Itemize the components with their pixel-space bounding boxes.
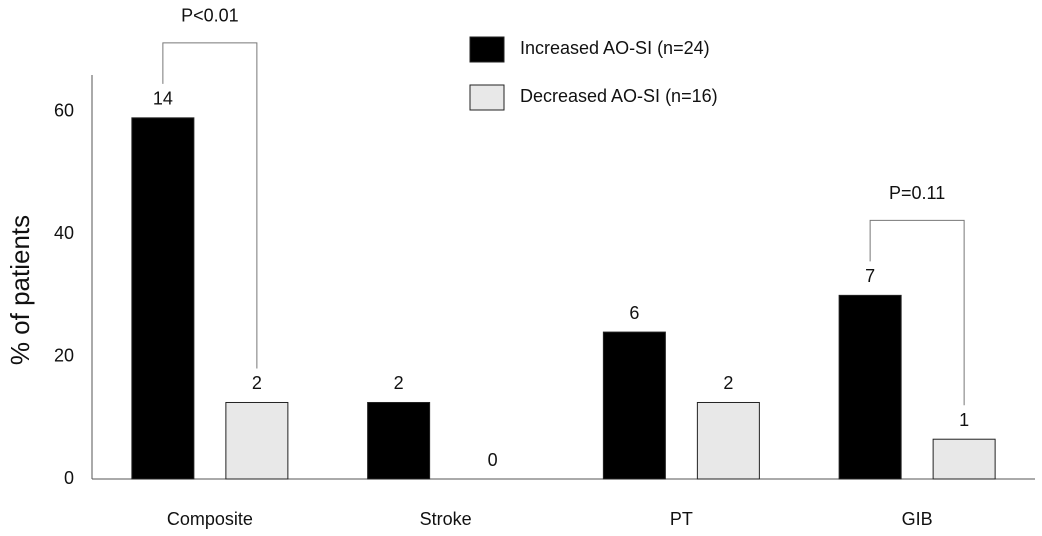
bar: [131, 117, 195, 480]
bar: [602, 331, 666, 480]
count-label: 2: [394, 373, 404, 393]
significance-bracket: [869, 219, 965, 406]
x-tick-label: PT: [670, 509, 693, 529]
bar: [838, 294, 902, 480]
legend-swatch: [469, 84, 505, 111]
count-label: 7: [865, 266, 875, 286]
x-tick-label: GIB: [902, 509, 933, 529]
count-label: 0: [488, 450, 498, 470]
legend-label: Decreased AO-SI (n=16): [520, 86, 718, 106]
legend-label: Increased AO-SI (n=24): [520, 38, 710, 58]
count-label: 14: [153, 89, 173, 109]
bar: [696, 401, 760, 480]
y-tick-label: 60: [54, 100, 74, 120]
y-tick-label: 0: [64, 468, 74, 488]
y-tick-label: 20: [54, 345, 74, 365]
bar: [367, 401, 431, 480]
count-label: 2: [252, 373, 262, 393]
y-tick-label: 40: [54, 223, 74, 243]
y-axis-label: % of patients: [5, 215, 35, 365]
count-label: 2: [723, 373, 733, 393]
x-tick-label: Composite: [167, 509, 253, 529]
count-label: 6: [629, 303, 639, 323]
legend-swatch: [469, 36, 505, 63]
x-tick-label: Stroke: [420, 509, 472, 529]
bar: [225, 401, 289, 480]
bar: [932, 438, 996, 480]
annotation: P=0.11: [889, 183, 945, 203]
significance-bracket: [162, 42, 258, 369]
count-label: 1: [959, 410, 969, 430]
annotation: P<0.01: [181, 6, 239, 26]
